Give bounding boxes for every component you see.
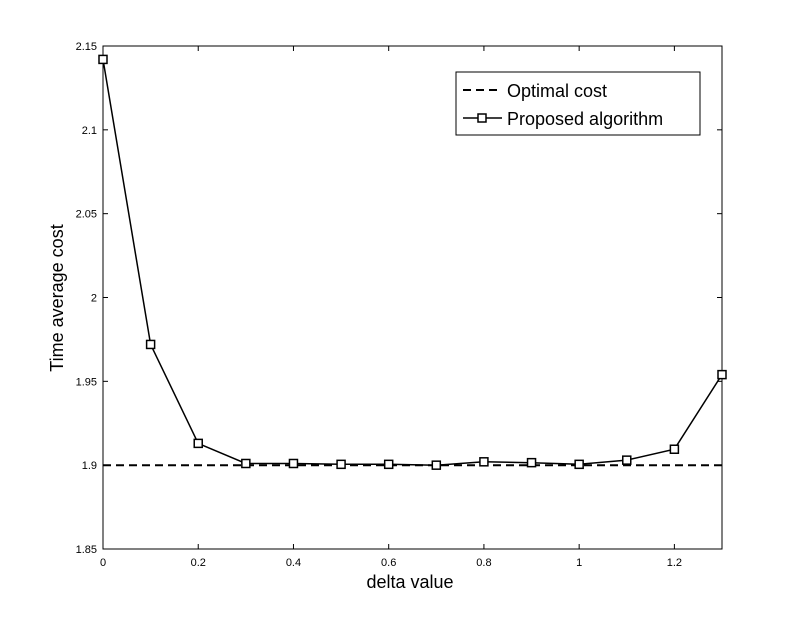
legend-marker-proposed-algorithm [477, 113, 487, 123]
y-axis-title: Time average cost [47, 224, 67, 371]
y-axis-ticks: 1.85 1.9 1.95 2 2.05 2.1 2.15 [76, 41, 722, 556]
data-point [431, 460, 442, 470]
data-point [288, 458, 299, 469]
y-tick-label: 2.05 [76, 209, 97, 221]
data-point [669, 444, 680, 454]
x-tick-label: 1.2 [667, 557, 682, 569]
y-tick-label: 2.1 [82, 125, 97, 137]
x-tick-label: 0.6 [381, 557, 396, 569]
x-tick-label: 0.8 [476, 557, 491, 569]
y-tick-label: 2 [91, 293, 97, 305]
y-tick-label: 1.9 [82, 460, 97, 472]
data-point [383, 459, 394, 470]
data-point [98, 54, 108, 65]
y-tick-label: 2.15 [76, 41, 97, 53]
legend-label-proposed-algorithm: Proposed algorithm [507, 109, 663, 129]
legend-label-optimal-cost: Optimal cost [507, 81, 607, 101]
data-point [622, 455, 632, 465]
legend-box [455, 71, 701, 136]
x-tick-label: 0.4 [286, 557, 301, 569]
x-axis-title: delta value [366, 572, 453, 592]
x-tick-label: 1 [576, 557, 582, 569]
x-axis-ticks: 0 0.2 0.4 0.6 0.8 1 1.2 [100, 46, 682, 569]
x-tick-label: 0.2 [191, 557, 206, 569]
series-line-proposed-algorithm [102, 59, 723, 466]
data-point [193, 438, 203, 449]
data-point [479, 457, 489, 467]
data-point [574, 459, 584, 470]
y-tick-label: 1.85 [76, 544, 97, 556]
data-point [526, 457, 537, 468]
data-point [145, 339, 156, 350]
y-tick-label: 1.95 [76, 376, 97, 388]
series-layer [98, 54, 727, 470]
legend: Optimal cost Proposed algorithm [455, 71, 701, 136]
data-point [336, 459, 346, 470]
data-point [717, 369, 727, 380]
data-point [241, 458, 251, 469]
x-tick-label: 0 [100, 557, 106, 569]
